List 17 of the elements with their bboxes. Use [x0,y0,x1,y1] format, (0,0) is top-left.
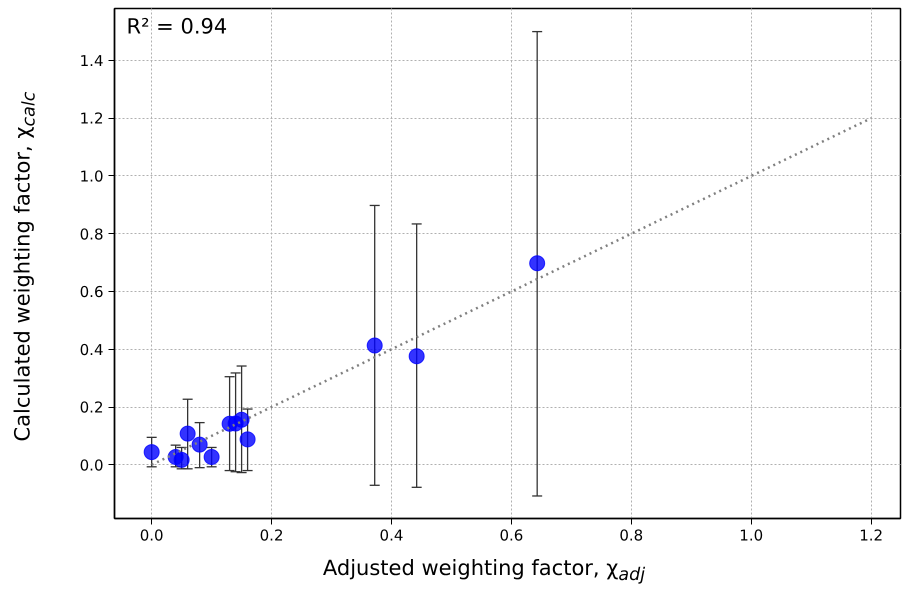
y-tick-label: 1.2 [80,110,104,128]
y-tick-label: 0.0 [80,456,104,474]
y-tick-label: 0.8 [80,225,104,244]
x-tick-label: 0.8 [619,526,644,544]
y-tick-label: 0.4 [80,340,104,359]
y-tick-label: 1.0 [80,167,104,186]
x-tick-label: 1.2 [859,526,884,544]
x-tick-label: 0.2 [260,526,284,544]
x-tick-label: 0.6 [499,526,524,544]
x-tick-label: 1.0 [739,526,764,544]
annotation: R² = 0.94 [126,14,228,38]
x-axis-title: Adjusted weighting factor, χ$_{adj}$ [322,555,646,588]
y-tick-label: 1.4 [80,52,104,70]
y-tick-label: 0.6 [80,283,104,302]
y-tick-label: 0.2 [80,398,104,417]
x-tick-label: 0.0 [140,526,164,544]
x-tick-label: 0.4 [380,526,404,544]
